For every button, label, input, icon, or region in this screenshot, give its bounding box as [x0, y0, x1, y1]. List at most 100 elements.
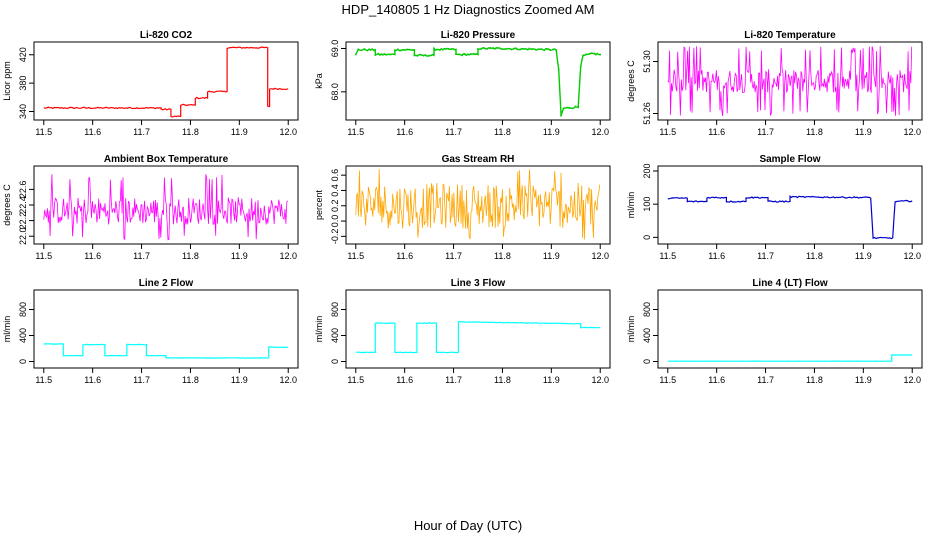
y-tick-label: 100 [642, 197, 652, 212]
chart-panel: Gas Stream RH percent 11.5 11.6 11.7 11.8 11.9… [314, 154, 611, 261]
x-tick-label: 11.5 [659, 127, 676, 137]
x-tick-label: 11.6 [84, 251, 101, 261]
x-tick-label: 12.0 [279, 251, 297, 261]
y-axis-label: ml/min [626, 192, 636, 219]
chart-panel: Line 3 Flow ml/min 11.5 11.6 11.7 11.8 11.9 12.… [314, 278, 611, 385]
x-tick-label: 11.8 [494, 375, 511, 385]
x-tick-label: 11.8 [182, 251, 199, 261]
x-tick-label: 11.6 [708, 251, 725, 261]
x-tick-label: 11.8 [806, 251, 823, 261]
plot-frame [345, 289, 611, 369]
y-tick-label: 69.0 [330, 40, 340, 58]
x-tick-label: 11.5 [347, 127, 364, 137]
plot-frame [657, 165, 923, 245]
series-group [667, 195, 913, 240]
chart-title: Li-820 CO2 [140, 30, 193, 41]
y-tick-label: 0 [330, 359, 340, 364]
x-tick-label: 11.7 [133, 127, 150, 137]
chart-panel: Line 2 Flow ml/min 11.5 11.6 11.7 11.8 11.9 12.… [2, 278, 299, 385]
y-tick-label: 0.2 [330, 200, 340, 213]
chart-panel: Line 4 (LT) Flow ml/min 11.5 11.6 11.7 11.8 11… [626, 278, 923, 385]
x-tick-label: 11.9 [855, 375, 872, 385]
x-tick-label: 11.6 [84, 375, 101, 385]
y-tick-label: 800 [18, 302, 28, 317]
x-tick-label: 12.0 [279, 127, 297, 137]
x-tick-label: 11.5 [347, 375, 364, 385]
y-tick-label: 0 [642, 359, 652, 364]
series-line [667, 354, 913, 362]
x-tick-label: 11.6 [396, 375, 413, 385]
y-axis-label: percent [314, 189, 324, 220]
x-tick-label: 12.0 [903, 251, 921, 261]
plot-frame [345, 165, 611, 245]
x-tick-label: 11.9 [231, 375, 248, 385]
x-tick-label: 11.8 [806, 375, 823, 385]
series-line [355, 320, 601, 354]
x-axis-label: Hour of Day (UTC) [413, 518, 523, 533]
x-tick-label: 11.7 [445, 375, 462, 385]
x-tick-label: 11.7 [757, 127, 774, 137]
y-tick-label: 0.0 [330, 215, 340, 228]
y-tick-label: 340 [18, 104, 28, 119]
y-axis-label: degrees C [626, 60, 636, 102]
x-tick-label: 11.6 [396, 127, 413, 137]
y-tick-label: 400 [330, 328, 340, 343]
x-tick-label: 11.5 [659, 375, 676, 385]
x-tick-label: 12.0 [591, 251, 609, 261]
y-axis-label: ml/min [626, 316, 636, 343]
series-line [43, 343, 289, 359]
x-tick-label: 11.8 [182, 127, 199, 137]
x-tick-label: 11.5 [35, 375, 52, 385]
x-tick-label: 12.0 [591, 375, 609, 385]
series-line [355, 169, 601, 240]
y-tick-label: 0.4 [330, 184, 340, 197]
series-group [355, 46, 601, 117]
series-group [43, 174, 289, 241]
plot-frame [657, 41, 923, 121]
x-tick-label: 11.5 [35, 251, 52, 261]
x-tick-label: 11.9 [543, 127, 560, 137]
y-axis-label: kPa [314, 73, 324, 89]
chart-title: Li-820 Temperature [744, 30, 836, 41]
x-tick-label: 11.6 [708, 127, 725, 137]
chart-title: Ambient Box Temperature [104, 154, 229, 165]
x-tick-label: 11.8 [494, 127, 511, 137]
x-tick-label: 11.7 [445, 127, 462, 137]
plot-frame [345, 41, 611, 121]
series-group [667, 354, 913, 362]
chart-panel: Li-820 Temperature degrees C 11.5 11.6 11.7 1… [626, 30, 923, 137]
y-tick-label: 400 [18, 328, 28, 343]
series-group [355, 169, 601, 240]
plot-frame [657, 289, 923, 369]
y-tick-label: 200 [642, 163, 652, 178]
y-tick-label: 0.6 [330, 169, 340, 182]
series-line [43, 174, 289, 241]
x-tick-label: 12.0 [903, 127, 921, 137]
chart-title: Line 3 Flow [451, 278, 506, 289]
y-axis-label: ml/min [314, 316, 324, 343]
plot-frame [33, 41, 299, 121]
series-group [667, 46, 913, 117]
chart-panel: Li-820 Pressure kPa 11.5 11.6 11.7 11.8 11.9 12… [314, 30, 611, 137]
chart-panel: Ambient Box Temperature degrees C 11.5 11.6… [2, 154, 299, 261]
chart-title: Line 4 (LT) Flow [752, 278, 828, 289]
series-line [667, 46, 913, 117]
x-tick-label: 11.7 [133, 375, 150, 385]
chart-title: Sample Flow [759, 154, 820, 165]
y-axis-label: degrees C [2, 184, 12, 226]
x-tick-label: 11.9 [543, 251, 560, 261]
x-tick-label: 11.8 [806, 127, 823, 137]
x-tick-label: 12.0 [903, 375, 921, 385]
x-tick-label: 12.0 [279, 375, 297, 385]
x-tick-label: 11.9 [543, 375, 560, 385]
y-tick-label: -0.2 [330, 229, 340, 245]
y-tick-label: 800 [330, 302, 340, 317]
x-tick-label: 11.5 [659, 251, 676, 261]
y-tick-label: 68.0 [330, 83, 340, 101]
y-tick-label: 22.0 [18, 227, 28, 245]
x-tick-label: 11.8 [494, 251, 511, 261]
x-tick-label: 11.7 [757, 251, 774, 261]
x-tick-label: 11.7 [757, 375, 774, 385]
x-tick-label: 11.6 [396, 251, 413, 261]
